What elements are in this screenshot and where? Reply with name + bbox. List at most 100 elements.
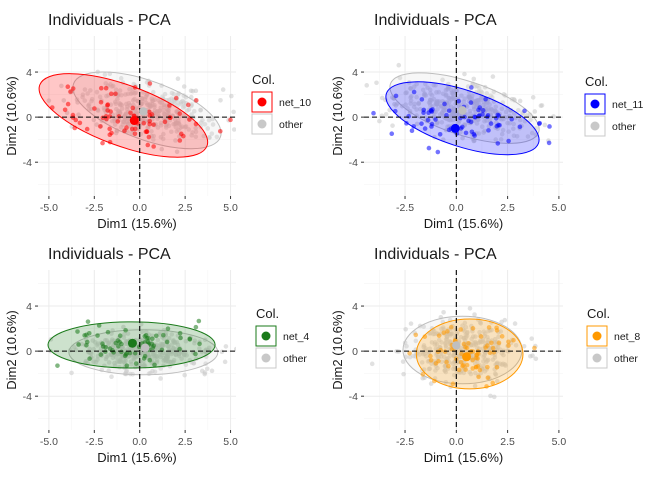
net_4-point (113, 340, 119, 346)
net_10-point (147, 81, 153, 86)
net_8-centroid (462, 352, 472, 362)
other-point (183, 124, 189, 129)
x-tick-label: 5.0 (552, 436, 567, 448)
y-axis-label: Dim2 (10.6%) (330, 310, 345, 389)
legend-title: Col. (252, 72, 275, 87)
other-point (364, 83, 370, 88)
y-tick-label: 0 (26, 346, 32, 358)
other-point (452, 106, 457, 112)
net_11-point (547, 124, 552, 129)
other-point (499, 131, 505, 137)
net_8-point (436, 358, 441, 364)
other-point (525, 134, 531, 139)
other-point (143, 329, 149, 334)
net_11-point (480, 108, 486, 113)
other-point (505, 120, 510, 126)
net_4-point (105, 329, 111, 335)
x-tick-label: 5.0 (223, 202, 238, 214)
other-point (121, 335, 127, 340)
other-point (499, 319, 504, 325)
x-tick-label: -2.5 (85, 202, 103, 214)
net_8-point (432, 378, 437, 384)
other-centroid (139, 107, 148, 116)
net_8-point (474, 352, 480, 358)
other-point (186, 107, 192, 112)
other-point (102, 338, 108, 343)
other-point (184, 352, 189, 358)
other-point (172, 117, 178, 122)
net_8-point (420, 372, 426, 377)
other-point (123, 92, 128, 97)
other-point (82, 87, 88, 92)
other-point (219, 349, 225, 355)
other-point (94, 89, 100, 95)
legend-title: Col. (587, 306, 610, 321)
other-point (487, 346, 492, 352)
other-point (429, 340, 435, 345)
other-centroid (452, 341, 461, 350)
other-point (453, 112, 459, 118)
other-point (160, 94, 165, 100)
other-point (471, 106, 477, 112)
net_4-point (196, 318, 202, 324)
other-point (172, 340, 177, 345)
net_4-point (193, 351, 198, 357)
other-point (514, 133, 520, 139)
other-point (218, 97, 223, 103)
chart-title: Individuals - PCA (48, 12, 171, 29)
net_11-point (496, 113, 502, 118)
other-point (396, 62, 402, 68)
other-point (481, 102, 486, 108)
other-point (490, 74, 496, 79)
other-point (428, 91, 433, 96)
chart-title: Individuals - PCA (374, 12, 497, 29)
other-point (88, 88, 93, 93)
net_4-point (153, 333, 159, 339)
other-point (484, 358, 490, 363)
other-point (542, 122, 548, 128)
net_4-point (150, 336, 155, 342)
net_8-point (473, 364, 479, 370)
net_4-point (164, 339, 170, 345)
other-point (82, 98, 88, 103)
legend-symbol-other (261, 353, 271, 363)
other-point (118, 76, 124, 81)
other-point (460, 135, 465, 141)
net_11-point (456, 98, 461, 104)
net_11-point (469, 85, 474, 90)
net_10-point (147, 118, 153, 124)
other-point (511, 121, 516, 127)
other-point (110, 118, 115, 124)
other-point (423, 346, 429, 351)
other-point (113, 355, 119, 360)
net_8-point (445, 329, 450, 334)
other-point (102, 72, 108, 77)
other-point (169, 129, 174, 135)
net_4-centroid (127, 338, 137, 348)
other-point (411, 104, 417, 110)
net_10-point (103, 85, 109, 91)
net_8-point (506, 343, 511, 348)
net_4-point (142, 353, 148, 359)
net_10-point (193, 98, 199, 103)
net_11-point (468, 119, 474, 125)
other-point (442, 363, 448, 369)
net_11-point (442, 101, 447, 107)
net_11-point (509, 116, 515, 122)
net_8-point (477, 367, 483, 373)
other-point (91, 117, 97, 123)
other-point (69, 370, 74, 376)
other-point (155, 337, 161, 343)
legend-symbol-other (590, 121, 600, 131)
other-point (436, 355, 441, 360)
other-point (439, 111, 445, 116)
other-point (145, 102, 150, 108)
net_10-point (104, 116, 109, 122)
other-point (403, 327, 408, 332)
net_10-point (147, 109, 152, 115)
y-tick-label: 0 (26, 112, 32, 124)
net_8-point (532, 345, 537, 351)
x-tick-label: 0.0 (132, 202, 147, 214)
net_4-point (165, 326, 171, 332)
